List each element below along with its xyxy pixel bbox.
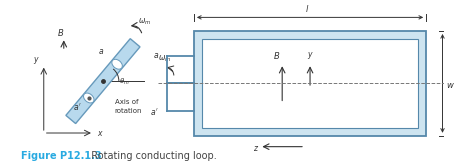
Polygon shape (66, 39, 140, 123)
Text: $B$: $B$ (56, 27, 64, 38)
Text: $a$: $a$ (98, 47, 104, 56)
Text: $z$: $z$ (253, 144, 259, 153)
Text: $w$: $w$ (446, 81, 455, 90)
Text: $\omega_m$: $\omega_m$ (138, 17, 151, 27)
Text: $\omega_m$: $\omega_m$ (157, 54, 171, 64)
Text: Rotating conducting loop.: Rotating conducting loop. (85, 151, 217, 161)
Text: $l$: $l$ (306, 3, 310, 14)
Text: $y$: $y$ (33, 55, 39, 66)
Ellipse shape (84, 93, 94, 103)
Text: $a'$: $a'$ (73, 101, 82, 112)
Text: $a$: $a$ (153, 51, 159, 60)
Text: $B$: $B$ (273, 50, 280, 61)
Text: $a'$: $a'$ (150, 106, 159, 117)
Text: $x$: $x$ (96, 129, 103, 138)
Text: rotation: rotation (115, 108, 142, 114)
Bar (194, 31, 426, 136)
Text: $\theta_m$: $\theta_m$ (119, 77, 130, 87)
Text: Figure P12.1.3: Figure P12.1.3 (21, 151, 102, 161)
Text: $y$: $y$ (307, 50, 314, 61)
Ellipse shape (112, 59, 122, 69)
Bar (202, 39, 418, 128)
Text: Axis of: Axis of (115, 99, 138, 105)
